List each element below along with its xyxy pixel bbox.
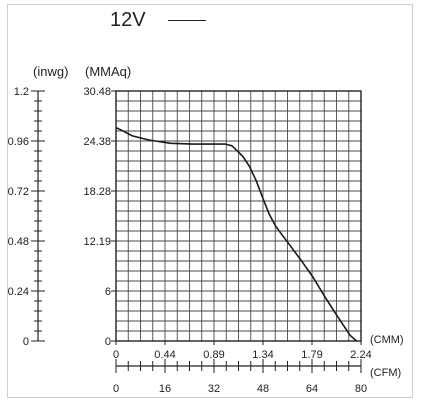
y-tick-label-inwg: 1.2 (14, 86, 29, 98)
x-tick-label-cfm: 64 (306, 383, 318, 395)
plot-border (115, 90, 362, 342)
legend-label: 12V (110, 9, 146, 31)
y-tick-label-inwg: 0.48 (8, 236, 29, 248)
x-axis-label-cmm: (CMM) (370, 334, 404, 346)
grid-lines (116, 91, 361, 341)
y-tick-label-mmaq: 18.28 (83, 186, 111, 198)
y-tick-label-inwg: 0.72 (8, 186, 29, 198)
y-tick-label-inwg: 0.96 (8, 136, 29, 148)
x-tick-label-cmm: 0.44 (154, 349, 175, 361)
x-tick-label-cfm: 32 (208, 383, 220, 395)
x-axis-label-cfm: (CFM) (370, 367, 401, 379)
y-tick-label-mmaq: 12.19 (83, 236, 111, 248)
y-tick-label-mmaq: 6 (105, 286, 111, 298)
x-tick-label-cfm: 16 (159, 383, 171, 395)
series-line-12v (115, 126, 358, 342)
chart-frame (7, 4, 413, 398)
inwg-axis-label: (inwg) (33, 64, 69, 79)
y-tick-label-mmaq: 0 (105, 336, 111, 348)
y-tick-label-mmaq: 24.38 (83, 136, 111, 148)
x-tick-label-cmm: 0.89 (203, 349, 224, 361)
x-tick-label-cmm: 1.34 (252, 349, 273, 361)
x-tick-label-cfm: 80 (355, 383, 367, 395)
y-tick-label-inwg: 0 (23, 336, 29, 348)
x-tick-label-cmm: 0 (113, 349, 119, 361)
x-tick-label-cfm: 48 (257, 383, 269, 395)
mmaq-axis-label: (MMAq) (85, 64, 132, 79)
y-tick-label-mmaq: 30.48 (83, 86, 111, 98)
y-tick-label-inwg: 0.24 (8, 286, 29, 298)
x-tick-label-cmm: 1.79 (301, 349, 322, 361)
x-tick-label-cfm: 0 (113, 383, 119, 395)
x-tick-label-cmm: 2.24 (350, 349, 371, 361)
legend-line (168, 20, 206, 21)
